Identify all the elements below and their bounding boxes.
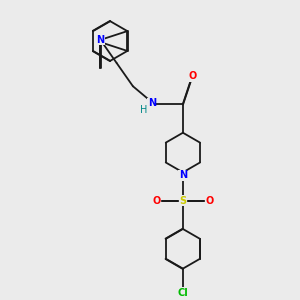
Text: O: O bbox=[205, 196, 213, 206]
Text: S: S bbox=[179, 196, 187, 206]
Text: O: O bbox=[152, 196, 161, 206]
Text: N: N bbox=[179, 170, 187, 180]
Text: O: O bbox=[189, 71, 197, 81]
Text: N: N bbox=[96, 35, 104, 45]
Text: H: H bbox=[140, 105, 147, 115]
Text: Cl: Cl bbox=[178, 288, 188, 298]
Text: N: N bbox=[148, 98, 156, 108]
